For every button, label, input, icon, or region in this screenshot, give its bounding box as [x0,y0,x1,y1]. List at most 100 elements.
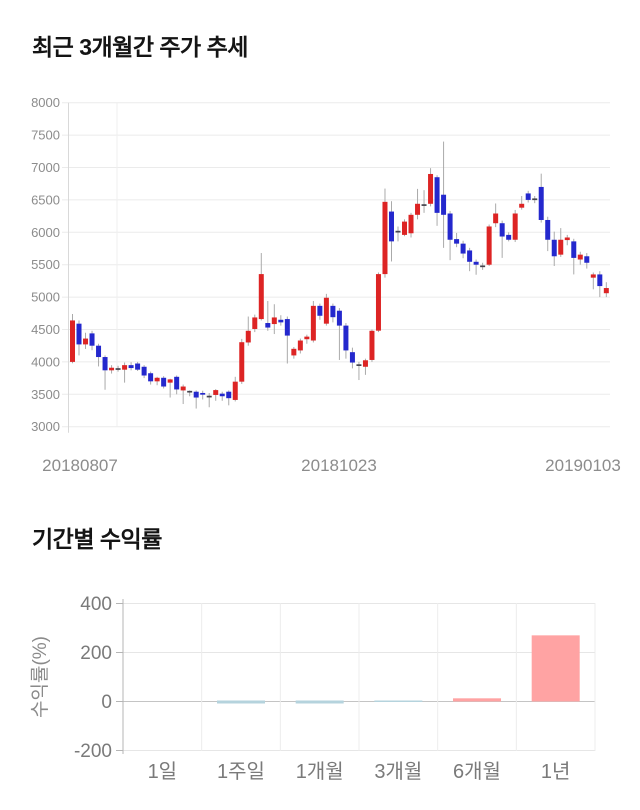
tick-label: 5000 [31,290,60,305]
candle [447,210,453,261]
candle [369,329,375,362]
candle [512,209,518,243]
candle-body [584,256,590,263]
candle-body [447,213,453,240]
candle [434,175,440,226]
candle-body [545,219,551,240]
candle-body [109,367,115,371]
candle [603,282,609,298]
candle [584,253,590,269]
candle-body [102,357,108,371]
candle-body [167,379,173,383]
candle [89,330,95,351]
candle [128,362,134,371]
candle [219,391,225,401]
candle [102,355,108,390]
candle-body [408,214,414,234]
candle [473,259,479,275]
candle [519,196,525,210]
candle [154,376,160,386]
candle-body [200,392,206,395]
candle [76,320,82,356]
category-label: 1주일 [217,760,265,783]
tick-label: 3500 [31,387,60,402]
return-bar [295,700,344,704]
tick-label: 400 [80,594,112,615]
candle [421,190,427,213]
tick-label: 4000 [31,354,60,369]
candle-body [219,393,225,397]
returns-bar-chart: 400 200 0 -200 수익률(%) 1일 1주일 1개월 3개월 6개월 1년 [29,594,596,783]
candle-body [532,198,538,201]
returns-chart-title: 기간별 수익률 [32,526,162,552]
candle-body [434,177,440,213]
candle-body [330,305,336,318]
candle [551,231,557,266]
candle-body [512,213,518,240]
candle-body [271,317,277,325]
candle [200,390,206,400]
candle-body [388,211,394,242]
tick-label: 6500 [31,192,60,207]
candle-body [336,310,342,326]
candle-body [297,340,303,351]
candle-body [96,345,102,358]
candle-body [538,186,544,220]
tick-label: 8000 [31,95,60,110]
candle-body [291,348,297,356]
candle [564,234,570,246]
candle-body [421,204,427,206]
candle-body [154,377,160,382]
candle-body [174,376,180,390]
candle-body [148,373,154,382]
candle-body [597,274,603,287]
candle [467,247,473,272]
candle [239,338,245,384]
candle [323,293,329,326]
return-bar [374,700,423,702]
candle [148,371,154,385]
candle-body [128,365,134,369]
candle-body [323,297,329,324]
candle [213,389,219,401]
candle [174,375,180,395]
candle [382,188,388,278]
candle-body [577,254,583,260]
candle-body [356,364,362,366]
tick-label: 3000 [31,419,60,434]
candle-body [245,330,251,343]
candle [193,390,199,409]
candle [265,300,271,331]
candle-body [141,366,147,376]
candle-body [362,360,368,367]
candle [245,316,251,346]
candle [284,316,290,364]
candle-body [70,320,75,362]
return-bar [453,698,502,702]
tick-label: 20181023 [301,456,377,475]
candle-body [558,239,564,255]
candle-body [603,288,609,294]
candle-body [115,368,121,370]
candle-body [258,274,264,320]
candle [428,168,434,207]
candle-body [460,243,466,254]
candle-body [317,305,323,316]
candle [330,303,336,323]
candle-body [369,330,375,360]
candle-body [590,274,596,278]
candle [167,378,173,398]
candle [388,201,394,262]
return-bar [531,635,580,702]
candle-body [480,265,486,268]
candle-body [486,226,492,265]
candle-body [284,319,290,336]
candle [486,224,492,266]
candle-body [375,274,381,331]
candle [349,347,355,369]
candle-body [402,221,408,235]
candle-body [304,336,310,340]
tick-label: 20190103 [545,456,621,475]
candle-body [519,203,525,208]
candle-body [415,203,421,215]
